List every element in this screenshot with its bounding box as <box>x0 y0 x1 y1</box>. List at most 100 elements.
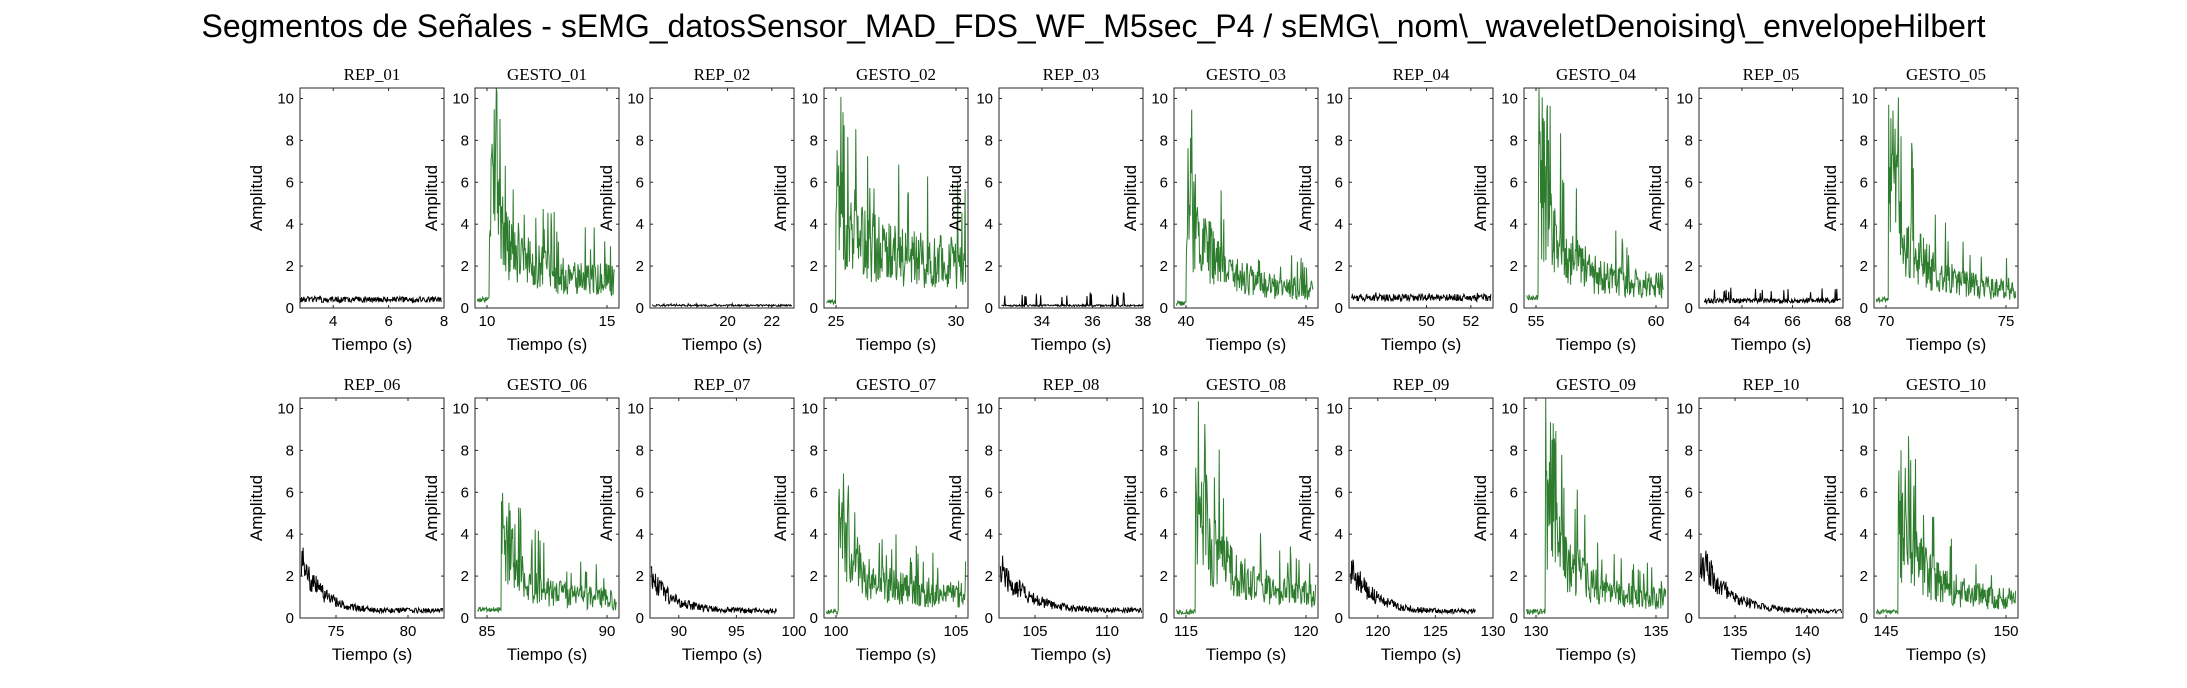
y-tick-label: 6 <box>1860 174 1868 191</box>
axes-box <box>823 397 969 619</box>
y-axis-label: Amplitud <box>1646 475 1665 541</box>
subplot-rep-07: 0 2 4 6 8 10 90 95 100 REP_07 Tiempo (s) Amplitud <box>597 375 807 664</box>
y-tick-label: 6 <box>1335 174 1343 191</box>
y-axis-label: Amplitud <box>1821 475 1840 541</box>
y-tick-label: 0 <box>1860 300 1868 317</box>
y-tick-label: 8 <box>286 132 294 149</box>
y-axis-label: Amplitud <box>1471 165 1490 231</box>
y-tick-label: 6 <box>985 174 993 191</box>
y-tick-label: 4 <box>1510 216 1518 233</box>
y-tick-label: 6 <box>636 484 644 501</box>
y-axis-label: Amplitud <box>422 165 441 231</box>
figure-title: Segmentos de Señales - sEMG_datosSensor_… <box>201 8 1986 44</box>
subplot-title: REP_10 <box>1743 375 1800 394</box>
subplot-title: GESTO_07 <box>856 375 936 394</box>
signal-line <box>1703 287 1841 305</box>
signal-line <box>476 87 615 304</box>
y-tick-label: 6 <box>810 484 818 501</box>
y-tick-label: 10 <box>801 90 818 107</box>
x-tick-label: 90 <box>670 623 687 640</box>
y-tick-label: 8 <box>1510 442 1518 459</box>
subplot-title: REP_06 <box>344 375 401 394</box>
y-tick-label: 0 <box>1335 610 1343 627</box>
x-tick-label: 66 <box>1784 313 1801 330</box>
x-tick-label: 8 <box>440 313 448 330</box>
y-axis-label: Amplitud <box>1471 475 1490 541</box>
subplot-title: GESTO_08 <box>1206 375 1286 394</box>
subplot-gesto-06: 0 2 4 6 8 10 85 90 GESTO_06 Tiempo (s) Amplitud <box>422 375 620 664</box>
signal-line <box>299 295 442 304</box>
subplot-gesto-04: 0 2 4 6 8 10 55 60 GESTO_04 Tiempo (s) Amplitud <box>1471 65 1669 354</box>
subplot-title: GESTO_03 <box>1206 65 1286 84</box>
y-axis-label: Amplitud <box>1821 165 1840 231</box>
x-tick-label: 22 <box>764 313 781 330</box>
subplot-title: GESTO_02 <box>856 65 936 84</box>
x-axis-label: Tiempo (s) <box>1906 645 1987 664</box>
y-tick-label: 8 <box>1860 442 1868 459</box>
axes-box <box>1523 397 1669 619</box>
signal-line <box>650 566 778 616</box>
signal-line <box>1350 292 1492 304</box>
y-tick-label: 8 <box>1335 442 1343 459</box>
axes-box <box>1173 87 1319 309</box>
y-tick-label: 10 <box>452 90 469 107</box>
subplot-title: GESTO_09 <box>1556 375 1636 394</box>
x-tick-label: 70 <box>1878 313 1895 330</box>
y-tick-label: 8 <box>636 132 644 149</box>
x-axis-label: Tiempo (s) <box>682 335 763 354</box>
x-tick-label: 115 <box>1174 623 1198 640</box>
y-tick-label: 0 <box>636 300 644 317</box>
y-tick-label: 8 <box>461 442 469 459</box>
y-tick-label: 8 <box>810 132 818 149</box>
subplot-rep-06: 0 2 4 6 8 10 75 80 REP_06 Tiempo (s) Amplitud <box>247 375 445 664</box>
x-tick-label: 60 <box>1648 313 1665 330</box>
y-tick-label: 10 <box>1326 90 1343 107</box>
y-tick-label: 2 <box>985 258 993 275</box>
x-axis-label: Tiempo (s) <box>1031 335 1112 354</box>
y-tick-label: 4 <box>1860 216 1868 233</box>
x-tick-label: 100 <box>781 623 806 640</box>
y-tick-label: 2 <box>461 568 469 585</box>
x-tick-label: 64 <box>1734 313 1751 330</box>
subplot-title: GESTO_06 <box>507 375 587 394</box>
subplot-gesto-01: 0 2 4 6 8 10 10 15 GESTO_01 Tiempo (s) Amplitud <box>422 65 620 354</box>
y-tick-label: 10 <box>277 90 294 107</box>
signal-line <box>825 473 967 616</box>
y-axis-label: Amplitud <box>946 475 965 541</box>
subplot-title: REP_05 <box>1743 65 1800 84</box>
signal-line <box>1875 436 2017 616</box>
x-axis-label: Tiempo (s) <box>332 645 413 664</box>
x-axis-label: Tiempo (s) <box>1906 335 1987 354</box>
x-axis-label: Tiempo (s) <box>1556 335 1637 354</box>
y-tick-label: 10 <box>1676 90 1693 107</box>
y-axis-label: Amplitud <box>771 475 790 541</box>
y-tick-label: 0 <box>461 300 469 317</box>
x-tick-label: 110 <box>1095 623 1119 640</box>
y-tick-label: 6 <box>1335 484 1343 501</box>
axes-box <box>1873 87 2019 309</box>
x-tick-label: 4 <box>329 313 337 330</box>
x-tick-label: 105 <box>943 623 968 640</box>
y-tick-label: 10 <box>1676 400 1693 417</box>
y-tick-label: 8 <box>985 442 993 459</box>
x-axis-label: Tiempo (s) <box>856 645 937 664</box>
y-axis-label: Amplitud <box>1121 475 1140 541</box>
subplot-title: REP_01 <box>344 65 401 84</box>
subplot-title: GESTO_04 <box>1556 65 1636 84</box>
y-tick-label: 0 <box>286 300 294 317</box>
x-axis-label: Tiempo (s) <box>1206 335 1287 354</box>
y-tick-label: 8 <box>1510 132 1518 149</box>
y-tick-label: 6 <box>461 484 469 501</box>
x-axis-label: Tiempo (s) <box>507 335 588 354</box>
y-tick-label: 2 <box>1860 258 1868 275</box>
y-tick-label: 10 <box>976 90 993 107</box>
y-tick-label: 2 <box>1860 568 1868 585</box>
x-axis-label: Tiempo (s) <box>332 335 413 354</box>
x-tick-label: 34 <box>1034 313 1051 330</box>
axes-box <box>299 397 445 619</box>
x-tick-label: 85 <box>479 623 496 640</box>
signal-line <box>999 555 1143 614</box>
y-tick-label: 6 <box>810 174 818 191</box>
y-tick-label: 10 <box>1851 400 1868 417</box>
